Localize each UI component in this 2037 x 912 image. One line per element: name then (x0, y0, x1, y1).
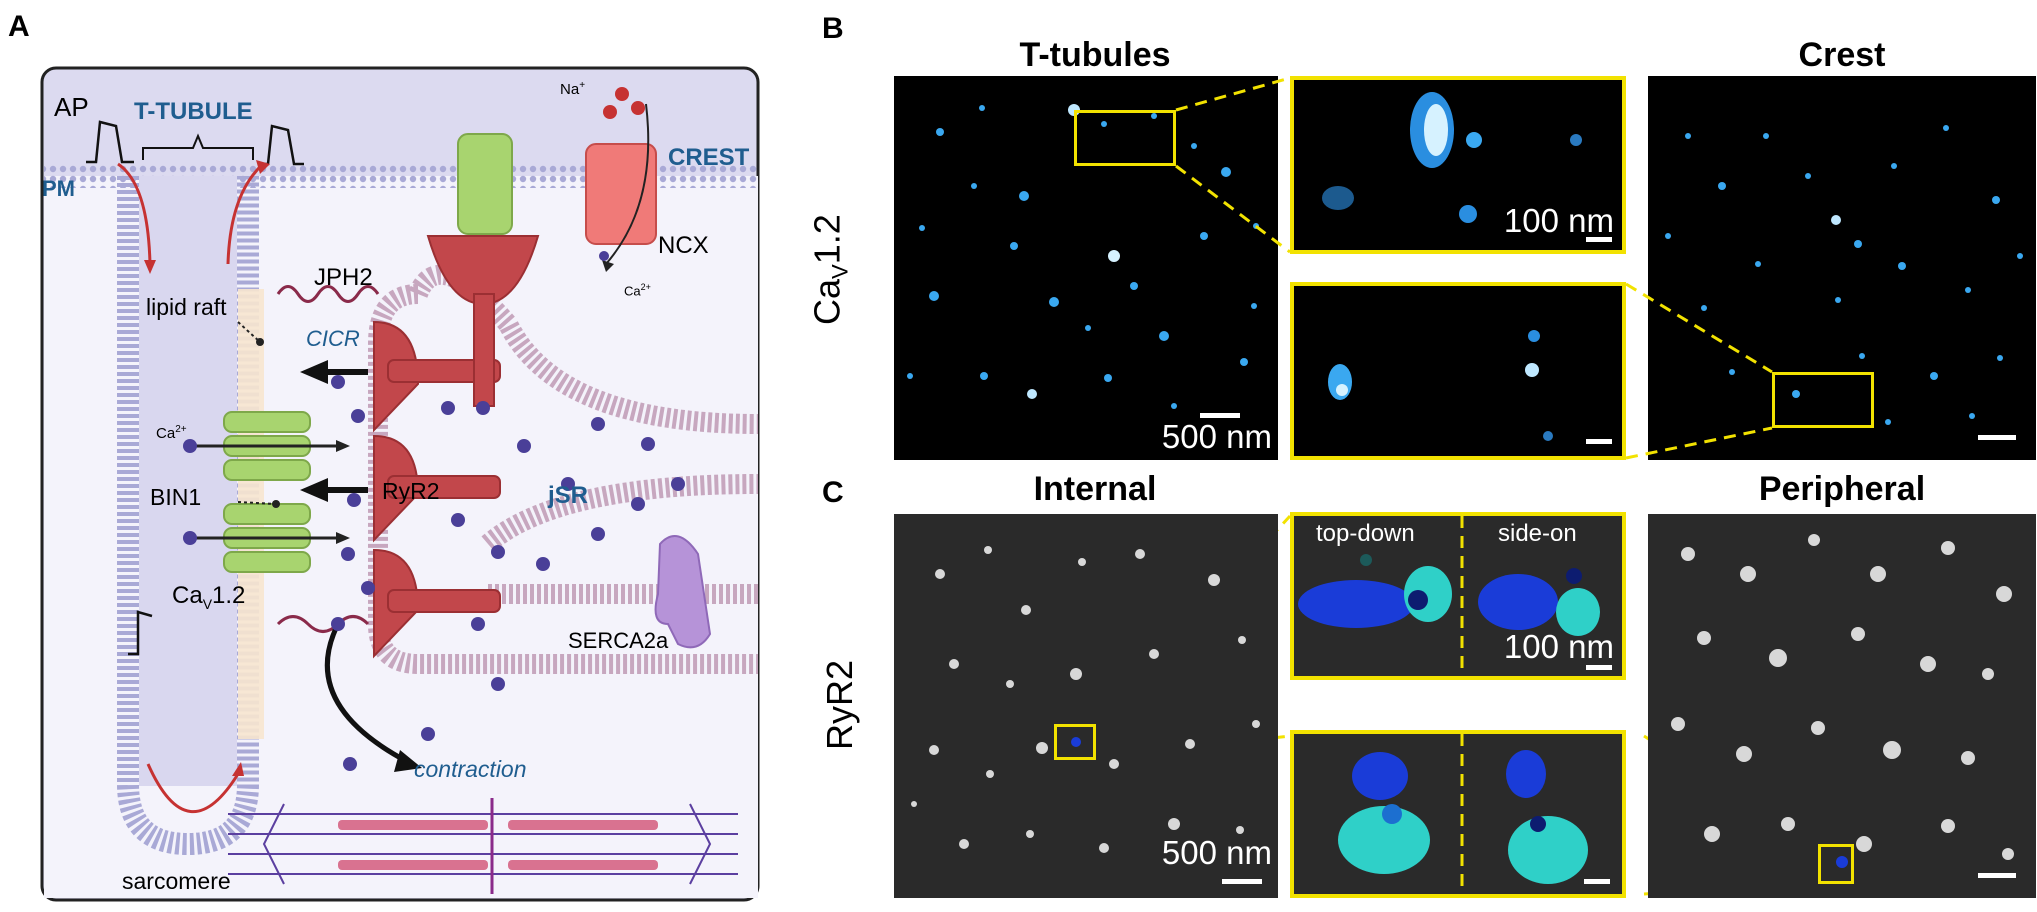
title-crest: Crest (1798, 36, 1886, 74)
scale-bar-c-zoom-bottom (1584, 879, 1610, 884)
label-crest: CREST (668, 144, 750, 171)
image-crest (1648, 76, 2036, 460)
label-ca-ion: Ca2+ (624, 282, 651, 299)
zoom-crest-puncta (1328, 330, 1553, 441)
roi-box-internal (1054, 724, 1096, 760)
label-ryr2: RyR2 (382, 478, 440, 504)
panel-label-a: A (8, 10, 30, 43)
scale-label-b-main: 500 nm (1161, 418, 1272, 455)
row-label-cav12: CaV1.2 (806, 214, 853, 325)
scale-bar-c-main (1222, 879, 1262, 884)
label-jph2: JPH2 (314, 264, 373, 291)
label-cav12: CaV1.2 (172, 582, 246, 612)
roi-box-t-tubules (1074, 110, 1176, 166)
zoom-crest (1290, 282, 1626, 460)
crest-puncta (1665, 125, 2023, 425)
scale-bar-b-zoom-top (1586, 237, 1612, 242)
scale-bar-b-main (1200, 413, 1240, 418)
label-pm: PM (42, 176, 75, 201)
title-t-tubules: T-tubules (1019, 36, 1171, 74)
label-t-tubule: T-TUBULE (134, 98, 253, 125)
label-ncx: NCX (658, 232, 709, 259)
schematic-diagram (40, 66, 760, 902)
title-peripheral: Peripheral (1758, 470, 1926, 508)
image-internal: 500 nm (894, 514, 1278, 898)
scale-label-c-zoom: 100 nm (1503, 628, 1614, 665)
label-cicr: CICR (306, 326, 360, 351)
roi-box-crest (1772, 372, 1874, 428)
zoom-t-tubule-puncta (1322, 92, 1582, 223)
zoom-internal-3d (1298, 516, 1600, 676)
scale-bar-c-peripheral (1978, 873, 2016, 878)
zoom-t-tubule: 100 nm (1290, 76, 1626, 254)
label-top-down-1: top-down (1316, 520, 1415, 547)
scale-bar-c-zoom-top (1586, 665, 1612, 670)
image-peripheral (1648, 514, 2036, 898)
scale-label-b-zoom: 100 nm (1503, 202, 1614, 239)
label-ap: AP (54, 92, 89, 122)
row-label-ryr2: RyR2 (819, 659, 860, 751)
label-serca2a: SERCA2a (568, 628, 669, 653)
label-jsr: jSR (548, 482, 589, 509)
label-contraction: contraction (414, 756, 527, 782)
zoom-internal: top-down side-on 100 nm (1290, 512, 1626, 680)
image-t-tubules: 500 nm (894, 76, 1278, 460)
zoom-peripheral-3d (1338, 734, 1588, 894)
label-side-on-1: side-on (1498, 520, 1577, 547)
panel-label-b: B (822, 12, 844, 45)
panel-label-c: C (822, 476, 844, 509)
roi-box-peripheral (1818, 844, 1854, 884)
label-bin1: BIN1 (150, 484, 202, 510)
zoom-peripheral (1290, 730, 1626, 898)
internal-clusters (911, 546, 1260, 853)
scale-label-c-main: 500 nm (1161, 834, 1272, 871)
peripheral-clusters (1671, 534, 2014, 868)
scale-bar-b-crest (1978, 435, 2016, 440)
label-ca-left: Ca2+ (156, 424, 187, 442)
label-lipid-raft: lipid raft (146, 294, 227, 320)
title-internal: Internal (1033, 470, 1157, 508)
label-na: Na+ (560, 80, 586, 98)
scale-bar-b-zoom-bottom (1586, 439, 1612, 444)
label-sarcomere: sarcomere (122, 868, 231, 894)
